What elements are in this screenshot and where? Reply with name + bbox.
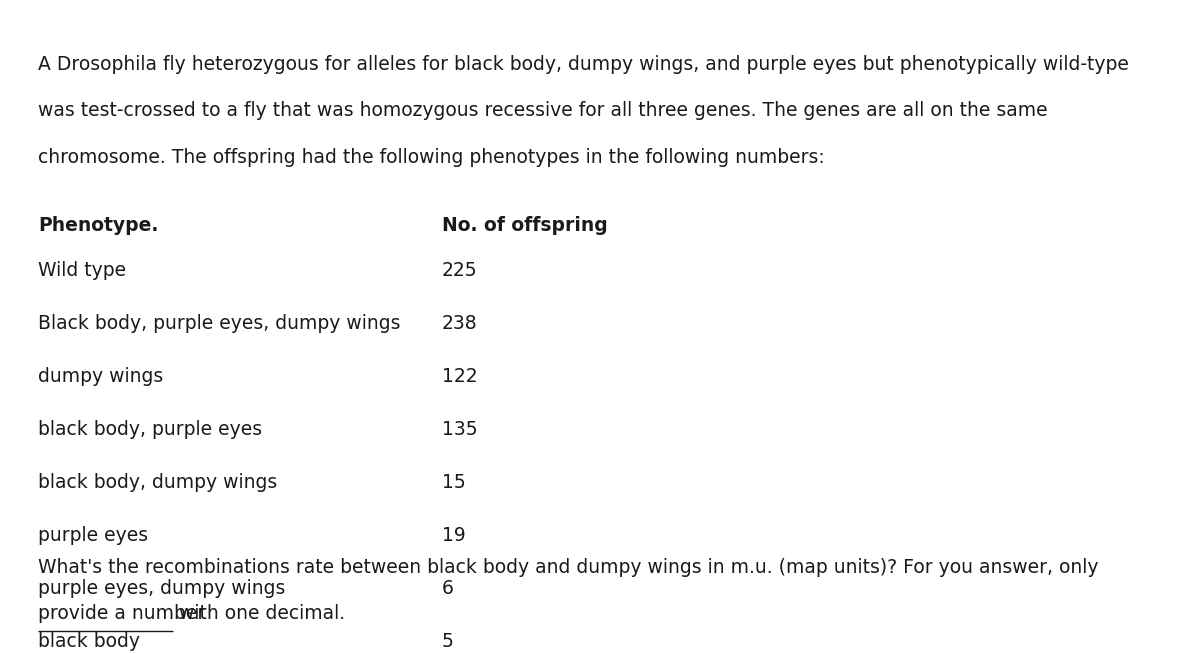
Text: Wild type: Wild type [38, 262, 126, 281]
Text: 122: 122 [442, 368, 478, 387]
Text: 6: 6 [442, 579, 454, 598]
Text: purple eyes, dumpy wings: purple eyes, dumpy wings [38, 579, 286, 598]
Text: purple eyes: purple eyes [38, 526, 149, 545]
Text: 19: 19 [442, 526, 466, 545]
Text: black body, purple eyes: black body, purple eyes [38, 421, 263, 439]
Text: 5: 5 [442, 632, 454, 651]
Text: was test-crossed to a fly that was homozygous recessive for all three genes. The: was test-crossed to a fly that was homoz… [38, 101, 1048, 120]
Text: dumpy wings: dumpy wings [38, 368, 163, 387]
Text: black body, dumpy wings: black body, dumpy wings [38, 473, 277, 492]
Text: 225: 225 [442, 262, 478, 281]
Text: provide a number: provide a number [38, 604, 205, 623]
Text: chromosome. The offspring had the following phenotypes in the following numbers:: chromosome. The offspring had the follow… [38, 148, 824, 167]
Text: No. of offspring: No. of offspring [442, 216, 607, 235]
Text: Black body, purple eyes, dumpy wings: Black body, purple eyes, dumpy wings [38, 315, 401, 334]
Text: with one decimal.: with one decimal. [173, 604, 344, 623]
Text: 238: 238 [442, 315, 478, 334]
Text: A Drosophila fly heterozygous for alleles for black body, dumpy wings, and purpl: A Drosophila fly heterozygous for allele… [38, 55, 1129, 74]
Text: Phenotype.: Phenotype. [38, 216, 158, 235]
Text: 135: 135 [442, 421, 478, 439]
Text: black body: black body [38, 632, 140, 651]
Text: What's the recombinations rate between black body and dumpy wings in m.u. (map u: What's the recombinations rate between b… [38, 559, 1099, 577]
Text: 15: 15 [442, 473, 466, 492]
